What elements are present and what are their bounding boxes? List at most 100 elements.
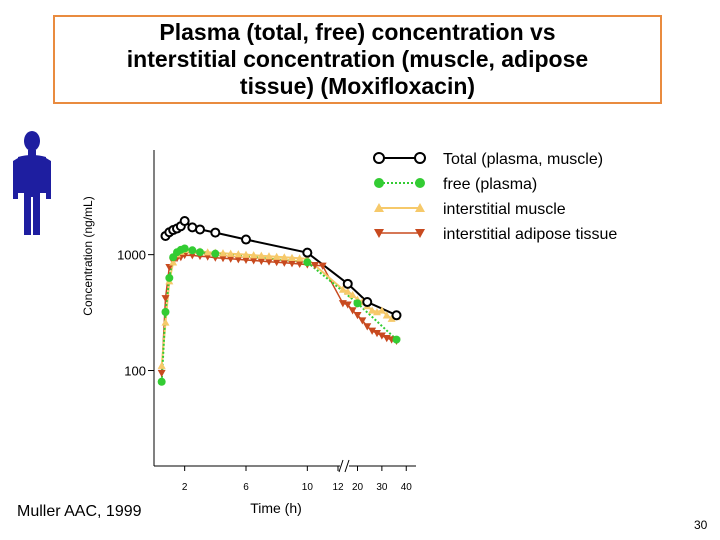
data-point: [219, 255, 227, 263]
data-point: [280, 259, 289, 267]
data-point: [180, 244, 189, 253]
data-point: [368, 306, 377, 314]
legend-marker: [373, 152, 385, 164]
data-point: [353, 312, 362, 320]
citation: Muller AAC, 1999: [17, 503, 142, 520]
data-point: [302, 247, 313, 258]
data-point: [392, 335, 401, 344]
y-tick-label: 100: [124, 364, 146, 379]
legend-label: interstitial muscle: [443, 201, 566, 218]
data-point: [196, 248, 204, 257]
data-point: [188, 246, 197, 255]
data-point: [195, 224, 205, 235]
data-point: [295, 260, 304, 269]
legend-marker: [414, 152, 426, 164]
data-point: [373, 329, 381, 338]
data-point: [265, 252, 273, 260]
data-point: [226, 249, 235, 257]
data-point: [288, 253, 296, 261]
x-axis-break-mark: [344, 459, 350, 473]
data-point: [249, 257, 258, 265]
data-point: [226, 255, 235, 263]
data-point: [210, 227, 221, 238]
data-point: [368, 327, 377, 335]
x-tick-label: 30: [376, 482, 388, 493]
data-point: [157, 361, 166, 369]
data-point: [161, 295, 170, 303]
data-point: [157, 377, 166, 386]
data-point: [362, 297, 373, 308]
data-point: [288, 260, 296, 268]
data-point: [165, 263, 174, 272]
series-line: [160, 254, 397, 374]
x-axis-label: Time (h): [250, 500, 302, 516]
data-point: [348, 307, 357, 315]
series-line: [160, 248, 397, 366]
legend-marker: [415, 178, 425, 188]
x-tick-label: 6: [243, 482, 249, 493]
data-point: [157, 369, 166, 378]
data-point: [169, 258, 178, 266]
series-line: [160, 247, 398, 382]
data-point: [377, 332, 386, 340]
x-tick-label: 2: [182, 482, 188, 493]
x-tick-label: 10: [302, 482, 314, 493]
data-point: [219, 249, 227, 257]
data-point: [358, 317, 367, 325]
chart-legend: Total (plasma, muscle) free (plasma) inter…: [373, 151, 617, 243]
data-point: [203, 248, 212, 256]
page-number: 30: [694, 518, 708, 532]
data-point: [280, 253, 289, 261]
legend-label: free (plasma): [443, 176, 537, 193]
x-tick-label: 12: [332, 482, 344, 493]
legend-marker: [415, 203, 425, 212]
data-point: [257, 251, 266, 259]
data-point: [234, 250, 243, 258]
data-point: [338, 285, 347, 293]
data-point: [234, 256, 243, 264]
title-box: Plasma (total, free) concentration vs in…: [53, 15, 662, 104]
data-point: [382, 311, 391, 319]
legend-marker: [374, 178, 384, 188]
data-point: [363, 323, 372, 331]
x-axis-break-mark: [338, 459, 344, 473]
data-point: [241, 234, 251, 245]
data-point: [303, 258, 312, 267]
chart-axes: 1000 100 2 6 10 12 20 30 40: [117, 150, 416, 493]
data-point: [249, 251, 258, 259]
series-markers: [157, 216, 402, 386]
data-point: [161, 318, 170, 326]
data-point: [377, 306, 386, 314]
data-point: [211, 249, 220, 258]
data-point: [165, 273, 174, 282]
legend-marker: [374, 203, 384, 212]
data-point: [343, 301, 352, 309]
data-point: [242, 250, 250, 258]
data-point: [272, 259, 281, 267]
data-point: [272, 252, 281, 260]
y-axis-label: Concentration (ng/mL): [81, 196, 95, 315]
data-point: [265, 258, 273, 266]
data-point: [353, 299, 362, 308]
data-point: [179, 216, 190, 227]
x-tick-label: 40: [401, 482, 413, 493]
legend-label: interstitial adipose tissue: [443, 226, 617, 243]
data-point: [318, 262, 327, 270]
legend-marker: [415, 229, 425, 238]
data-point: [242, 256, 250, 264]
legend-marker: [374, 229, 384, 238]
data-point: [342, 278, 353, 289]
data-point: [343, 287, 352, 295]
data-point: [161, 307, 170, 316]
y-tick-label: 1000: [117, 248, 146, 263]
data-point: [295, 254, 304, 262]
person-icon: [13, 131, 51, 235]
x-tick-label: 20: [352, 482, 364, 493]
data-point: [188, 252, 197, 260]
legend-label: Total (plasma, muscle): [443, 151, 603, 168]
data-point: [348, 290, 357, 299]
data-point: [257, 257, 266, 266]
x-axis-break-gap: [340, 461, 349, 471]
data-point: [311, 262, 319, 270]
